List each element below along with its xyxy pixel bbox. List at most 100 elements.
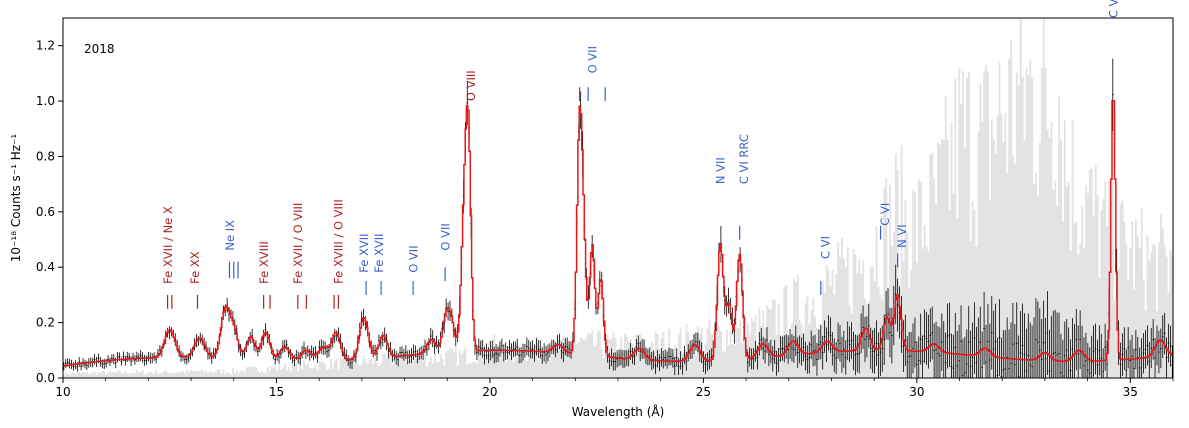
data-point (283, 339, 286, 353)
data-point (912, 323, 914, 374)
data-point (781, 336, 784, 361)
data-point (1119, 342, 1122, 378)
data-point (210, 352, 213, 364)
data-point (1015, 302, 1018, 378)
data-point (854, 334, 857, 376)
data-point (992, 310, 995, 378)
data-point (883, 314, 886, 365)
line-label-text: C VI (818, 236, 832, 259)
data-point (614, 352, 617, 371)
data-point (889, 307, 891, 358)
y-tick-label: 0.8 (36, 149, 55, 163)
data-point (299, 352, 302, 366)
data-point (1006, 317, 1008, 378)
data-point (960, 305, 962, 378)
data-point (908, 332, 911, 378)
data-point (752, 348, 755, 370)
data-point (506, 345, 509, 360)
data-point (775, 350, 778, 376)
data-point (147, 352, 150, 362)
data-point (760, 327, 763, 351)
x-axis: 10 15 20 25 30 35 (55, 378, 1174, 399)
data-point (1121, 333, 1124, 377)
data-point (1158, 330, 1160, 374)
data-point (796, 337, 799, 368)
data-point (673, 356, 676, 376)
line-label-text: Fe XVIII / O VIII (332, 199, 346, 284)
line-label: Fe XVIII (257, 241, 271, 309)
data-point (754, 340, 757, 362)
data-point (704, 354, 707, 375)
data-point (1037, 301, 1039, 378)
data-point (841, 336, 843, 373)
data-point (975, 326, 978, 378)
line-label-text: C VI (878, 203, 892, 226)
data-point (408, 349, 411, 364)
data-point (979, 306, 982, 378)
data-point (1079, 310, 1081, 369)
data-point (802, 333, 805, 362)
data-point (1129, 340, 1131, 378)
data-point (990, 296, 993, 370)
data-point (829, 317, 832, 354)
data-point (1046, 291, 1049, 375)
data-point (656, 350, 659, 368)
data-point (967, 306, 970, 378)
data-point (848, 326, 851, 362)
data-point (639, 341, 642, 362)
data-point (844, 340, 847, 375)
data-point (910, 331, 912, 378)
data-point (965, 329, 968, 378)
data-point (935, 321, 937, 378)
data-point (1125, 349, 1128, 378)
data-point (1150, 327, 1153, 369)
data-point (733, 318, 736, 344)
data-point (650, 352, 653, 370)
line-label-text: N VI (895, 224, 909, 248)
data-point (431, 330, 434, 348)
data-point (1067, 327, 1070, 378)
data-point (264, 323, 267, 337)
data-point (727, 287, 730, 314)
data-point (545, 346, 547, 364)
data-point (1106, 340, 1108, 378)
data-point (535, 338, 538, 356)
data-point (670, 348, 672, 366)
data-point (948, 302, 951, 367)
data-point (558, 333, 561, 350)
data-point (502, 344, 505, 362)
data-point (837, 322, 839, 359)
data-point (923, 309, 926, 363)
line-label-text: Fe XVII (357, 234, 371, 273)
data-point (695, 332, 697, 351)
data-point (72, 362, 75, 371)
data-point (806, 345, 809, 374)
line-labels: Fe XVII / Ne X Fe XX Ne IX Fe XVIII Fe XVII … (161, 0, 1121, 309)
data-point (308, 348, 311, 361)
data-point (988, 323, 991, 378)
data-point (414, 345, 417, 358)
data-point (412, 344, 415, 360)
data-point (520, 347, 522, 363)
data-point (812, 335, 814, 367)
data-point (929, 308, 932, 363)
data-point (971, 322, 974, 378)
data-point (1065, 319, 1068, 378)
data-point (314, 346, 317, 359)
data-point (168, 326, 171, 340)
data-point (1163, 312, 1166, 355)
data-point (1021, 303, 1024, 378)
data-point (1167, 323, 1170, 363)
data-point (1086, 343, 1089, 378)
data-point (921, 335, 924, 378)
data-point (675, 348, 678, 367)
data-point (1165, 337, 1168, 378)
data-point (891, 307, 893, 364)
data-point (566, 337, 569, 357)
data-point (933, 323, 935, 378)
data-point (508, 340, 511, 355)
data-point (529, 341, 532, 359)
line-label: Fe XVII (372, 234, 386, 295)
data-point (293, 354, 296, 367)
